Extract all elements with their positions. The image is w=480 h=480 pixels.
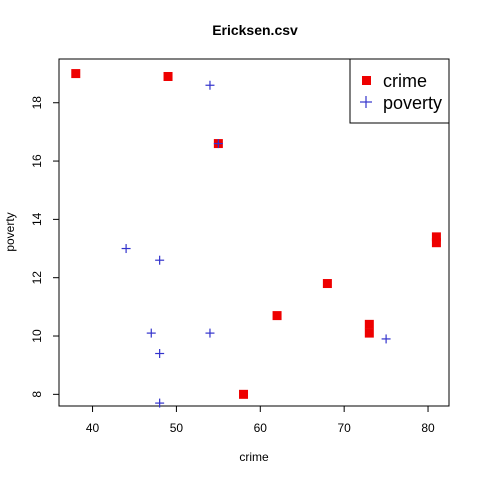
point-poverty (381, 334, 391, 344)
legend-marker-crime (362, 76, 371, 85)
point-poverty (155, 398, 165, 408)
point-poverty (205, 80, 215, 90)
legend-label-poverty: poverty (383, 93, 442, 113)
data-points (71, 69, 441, 408)
y-axis-label: poverty (3, 212, 17, 251)
x-tick-label: 70 (337, 421, 351, 435)
point-poverty (146, 328, 156, 338)
y-tick-label: 16 (30, 154, 44, 168)
point-poverty (155, 255, 165, 265)
y-axis: 8 10 12 14 16 18 (30, 96, 59, 398)
legend-box (349, 58, 450, 124)
y-tick-label: 14 (30, 212, 44, 226)
y-tick-label: 18 (30, 96, 44, 110)
point-poverty (155, 349, 165, 359)
chart-title: Ericksen.csv (212, 22, 298, 38)
point-crime (71, 69, 81, 79)
y-tick-label: 12 (30, 271, 44, 285)
point-crime (364, 328, 374, 338)
point-crime (239, 389, 249, 399)
legend: crime poverty (349, 58, 450, 124)
point-crime (322, 279, 332, 289)
x-axis-label: crime (239, 450, 269, 464)
y-tick-label: 10 (30, 329, 44, 343)
x-tick-label: 50 (170, 421, 184, 435)
point-poverty (205, 328, 215, 338)
point-crime (272, 311, 282, 321)
x-axis: 40 50 60 70 80 (86, 406, 435, 435)
point-crime (163, 71, 173, 81)
x-tick-label: 80 (421, 421, 435, 435)
point-crime (431, 238, 441, 248)
x-tick-label: 40 (86, 421, 100, 435)
x-tick-label: 60 (254, 421, 268, 435)
point-poverty (213, 139, 223, 149)
y-tick-label: 8 (30, 391, 44, 398)
legend-label-crime: crime (383, 71, 427, 91)
point-crime (364, 319, 374, 329)
plot-frame (58, 58, 450, 407)
point-crime (431, 232, 441, 242)
point-poverty (121, 244, 131, 254)
